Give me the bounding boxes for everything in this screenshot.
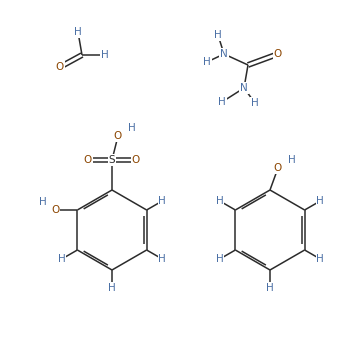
- Text: H: H: [74, 27, 82, 37]
- Text: H: H: [288, 155, 296, 165]
- Text: S: S: [109, 155, 115, 165]
- Text: H: H: [158, 254, 166, 264]
- Text: O: O: [114, 131, 122, 141]
- Text: O: O: [51, 205, 60, 215]
- Text: O: O: [84, 155, 92, 165]
- Text: H: H: [316, 196, 324, 206]
- Text: H: H: [101, 50, 109, 60]
- Text: H: H: [214, 30, 222, 40]
- Text: H: H: [216, 254, 224, 264]
- Text: N: N: [220, 49, 228, 59]
- Text: H: H: [40, 197, 47, 207]
- Text: H: H: [251, 98, 259, 108]
- Text: O: O: [274, 163, 282, 173]
- Text: O: O: [274, 49, 282, 59]
- Text: H: H: [266, 283, 274, 293]
- Text: H: H: [218, 97, 226, 107]
- Text: H: H: [203, 57, 211, 67]
- Text: H: H: [216, 196, 224, 206]
- Text: H: H: [108, 283, 116, 293]
- Text: H: H: [58, 254, 66, 264]
- Text: O: O: [56, 62, 64, 72]
- Text: O: O: [132, 155, 140, 165]
- Text: H: H: [128, 123, 136, 133]
- Text: H: H: [158, 196, 166, 206]
- Text: N: N: [240, 83, 248, 93]
- Text: H: H: [316, 254, 324, 264]
